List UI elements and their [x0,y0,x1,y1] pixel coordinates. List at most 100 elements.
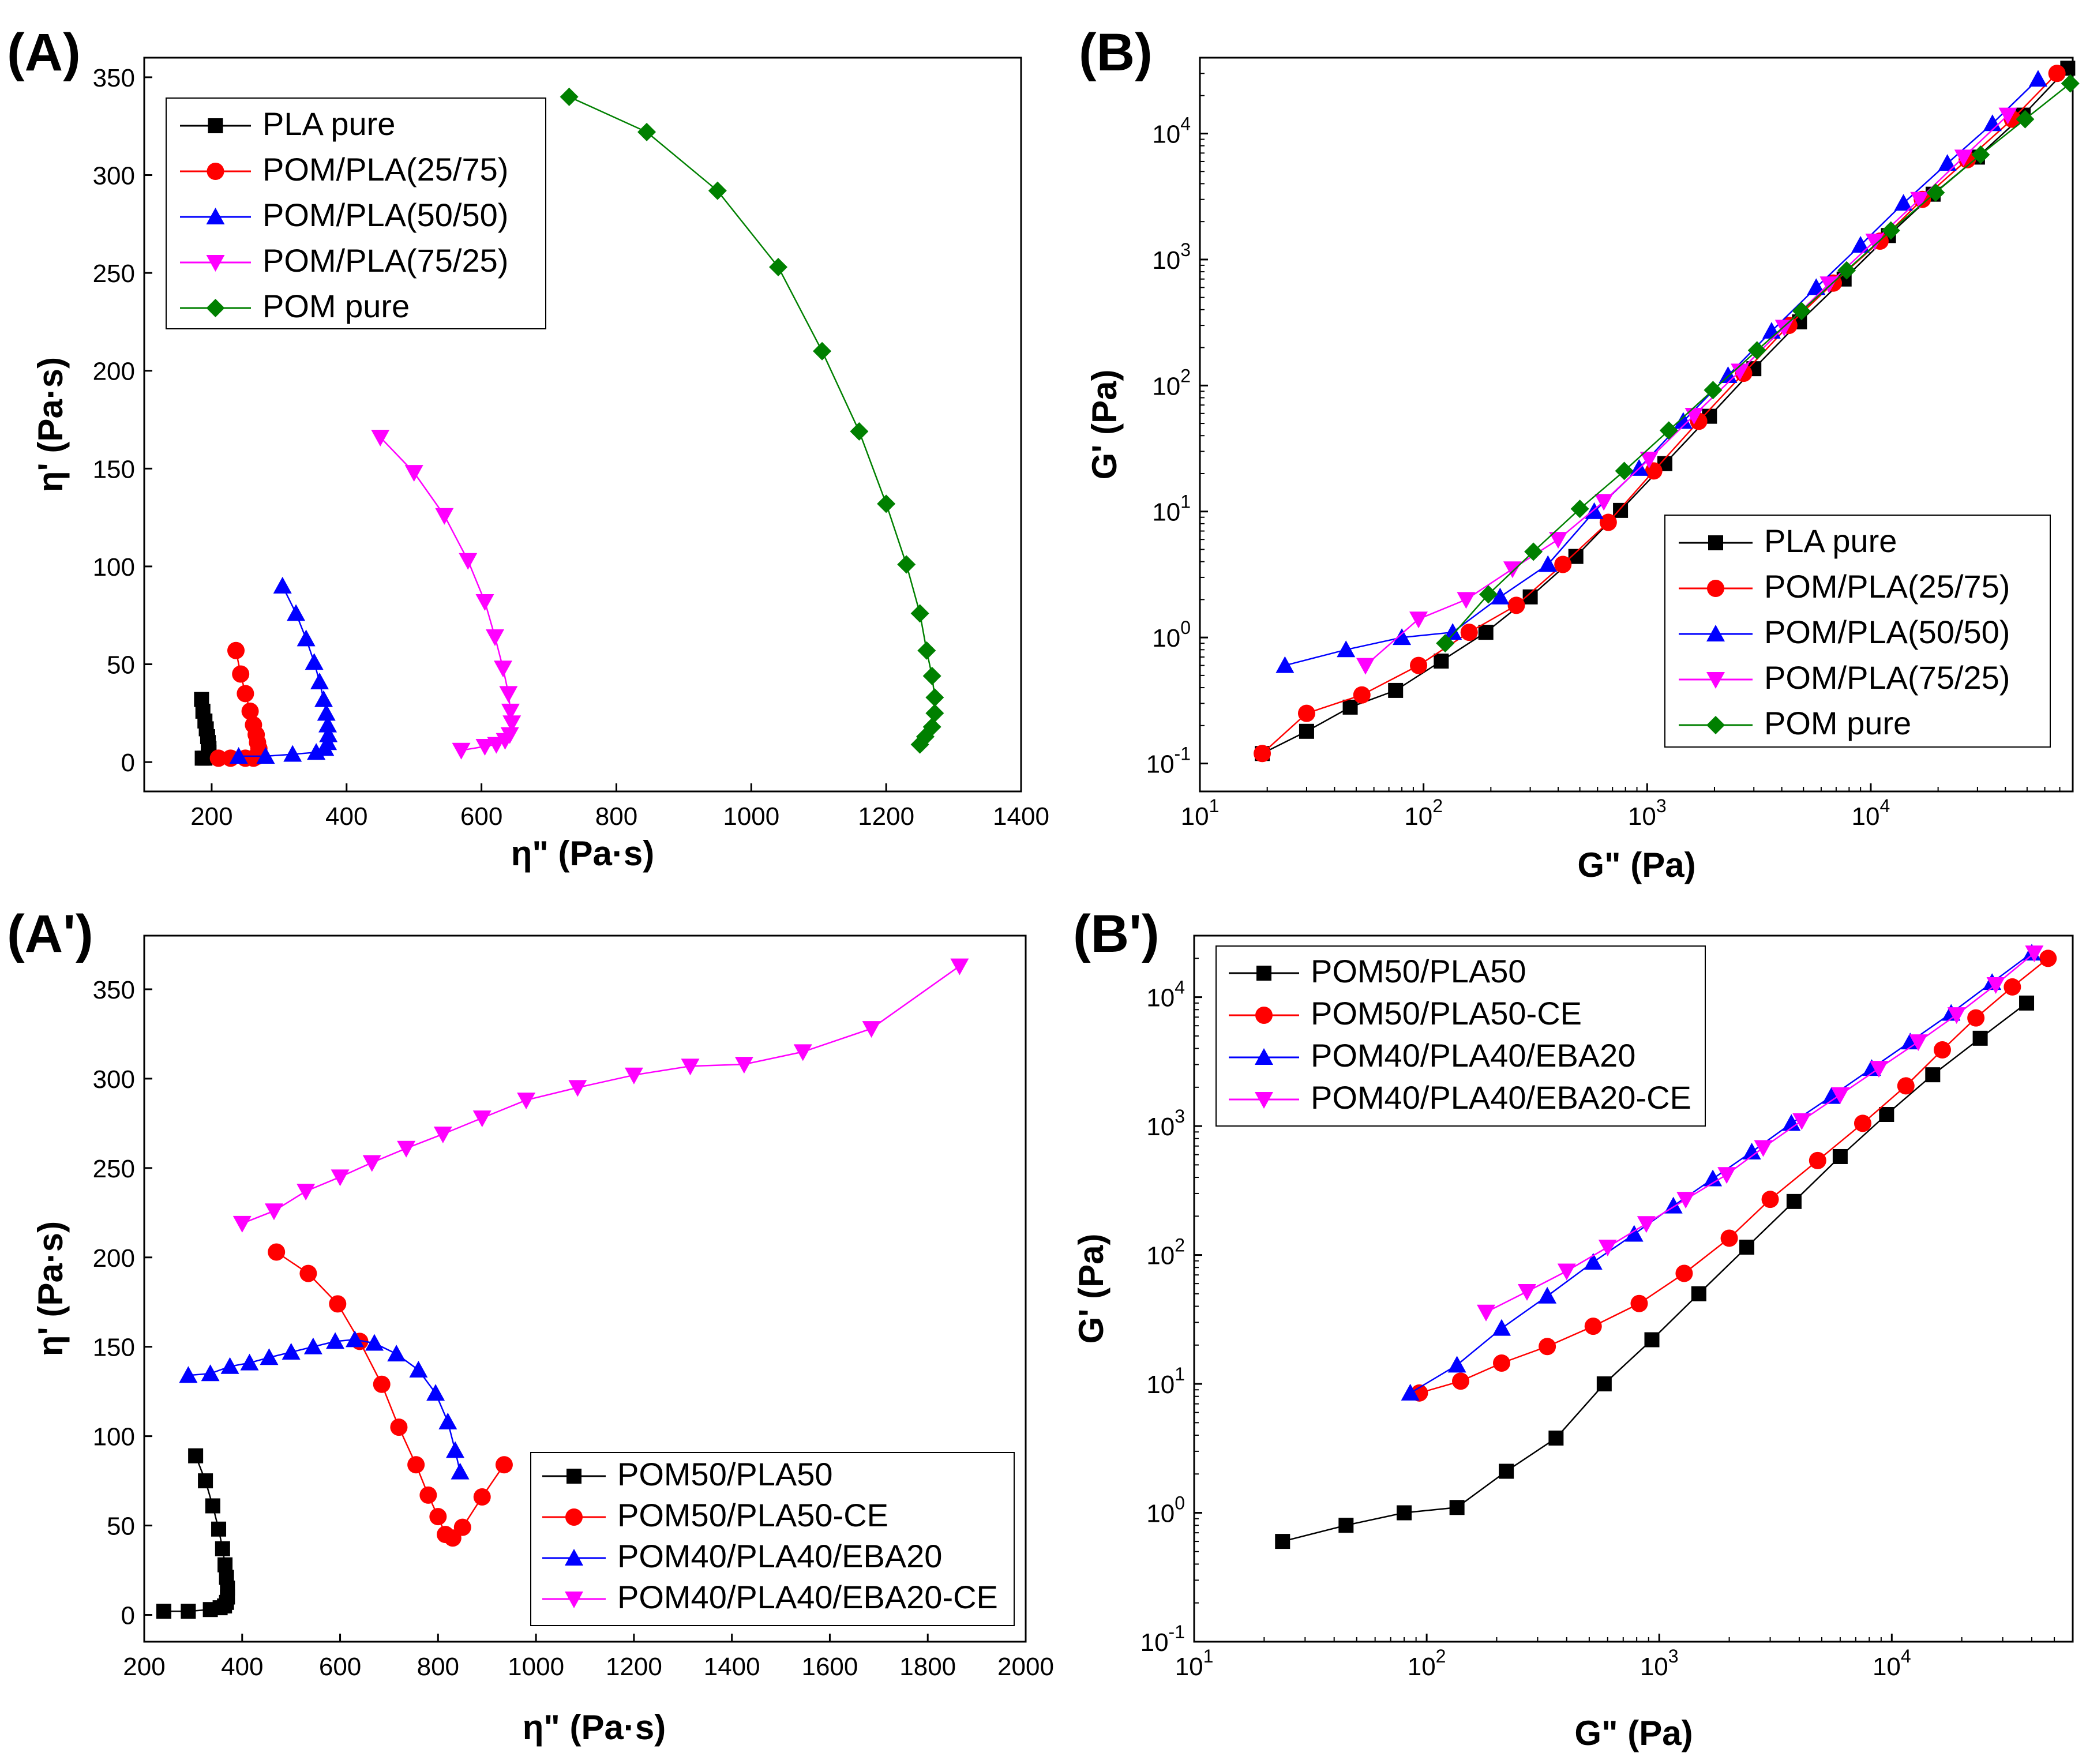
data-point [1983,114,2002,132]
x-tick-label: 600 [460,802,502,831]
data-point [1830,1087,1849,1104]
y-tick-label: 150 [93,455,135,483]
y-tick-label: 300 [93,162,135,190]
x-tick-label: 1400 [704,1653,760,1681]
legend-label: POM/PLA(50/50) [1764,614,2010,650]
data-point [1910,192,1929,209]
legend-entries: PLA pure POM/PLA(25/75) POM/PLA(50/50) P… [180,106,508,324]
legend-label: PLA pure [1764,523,1897,559]
data-point [1297,704,1315,722]
data-point [209,749,227,767]
data-point [365,1334,384,1351]
y-tick-label: 50 [107,1512,135,1541]
panel-b: (B) 101 102 103 104 10-1 100 101 102 103 104 G" (… [1079,23,2080,884]
x-tick-label: 200 [123,1653,165,1681]
axis-ticks: 200 400 600 800 1000 1200 1400 0 50 100 150 200 250 3… [93,64,1049,831]
data-point [1584,1252,1603,1270]
data-point [2025,945,2044,963]
data-point [1676,1192,1695,1209]
data-point [371,430,390,447]
y-tick-label: 104 [1146,977,1185,1012]
data-point [1491,587,1510,605]
data-point [1986,977,2005,994]
data-point [1739,1240,1755,1255]
y-tick-label: 100 [1146,1493,1185,1528]
legend-swatch-marker [1706,625,1725,641]
y-tick-label: 150 [93,1334,135,1362]
legend-swatch-marker [1255,1048,1273,1065]
data-point [314,690,333,707]
data-point [1675,1264,1693,1282]
y-tick-label: 103 [1152,239,1191,275]
legend-label: PLA pure [262,106,395,142]
data-point [264,1203,283,1221]
legend-label: POM40/PLA40/EBA20 [1311,1037,1635,1074]
legend-swatch-marker [1707,580,1724,597]
data-point [1299,723,1314,739]
data-point [452,742,471,760]
x-tick-label: 800 [417,1653,459,1681]
data-point [446,1441,465,1458]
data-point [1644,1332,1660,1348]
x-tick-label: 2000 [997,1653,1054,1681]
data-point [877,494,896,513]
legend-label: POM50/PLA50 [1311,953,1526,989]
data-point [734,1057,753,1074]
data-point [346,1330,365,1348]
data-point [211,1521,227,1537]
data-point [2016,110,2035,129]
data-point [1478,625,1494,640]
data-point [232,1215,252,1233]
data-point [1397,1505,1412,1521]
y-tick-label: 0 [121,749,135,777]
plot-frame [1193,934,2074,1643]
data-point [475,738,494,756]
legend-swatch-marker [1706,672,1725,689]
x-tick-label: 1600 [801,1653,858,1681]
x-tick-label: 101 [1181,795,1220,831]
legend: PLA pure POM/PLA(25/75) POM/PLA(50/50) P… [166,97,546,329]
data-point [1926,183,1945,202]
data-point [502,715,522,733]
legend-box [1215,945,1706,1127]
data-point [568,1080,587,1097]
data-point [1254,745,1271,763]
panel-label: (B') [1073,904,1160,963]
data-point [1492,1354,1510,1372]
data-point [1539,555,1558,572]
legend-label: POM40/PLA40/EBA20-CE [617,1579,998,1615]
data-point [1761,1191,1779,1208]
x-tick-label: 101 [1175,1646,1214,1681]
x-tick-label: 103 [1628,795,1667,831]
data-point [1549,532,1568,549]
x-tick-label: 1000 [508,1653,564,1681]
data-point [373,1375,391,1393]
data-point [1901,1033,1920,1050]
data-point [331,1169,350,1187]
legend-label: POM50/PLA50-CE [1311,995,1582,1031]
data-point [1837,261,1856,280]
data-point [156,1604,171,1619]
data-point [326,1332,345,1349]
legend-label: POM40/PLA40/EBA20-CE [1311,1079,1691,1116]
data-point [287,604,306,621]
data-point [407,1456,425,1474]
y-tick-label: 350 [93,64,135,92]
x-axis-title: G" (Pa) [1574,1714,1693,1752]
data-point [1585,502,1604,519]
data-point [194,750,210,766]
y-tick-label: 103 [1146,1106,1185,1141]
legend-box [1664,515,2051,748]
data-point [1410,656,1428,674]
data-point [459,553,478,570]
legend-label: POM/PLA(75/25) [262,242,508,279]
data-point [501,703,520,720]
data-point [181,1604,196,1619]
y-tick-label: 100 [1152,617,1191,652]
x-tick-label: 102 [1408,1646,1446,1681]
y-tick-label: 250 [93,260,135,288]
legend-label: POM40/PLA40/EBA20 [617,1538,942,1574]
data-point [1388,682,1404,698]
data-point [1548,1430,1564,1446]
data-point [1809,1151,1826,1169]
